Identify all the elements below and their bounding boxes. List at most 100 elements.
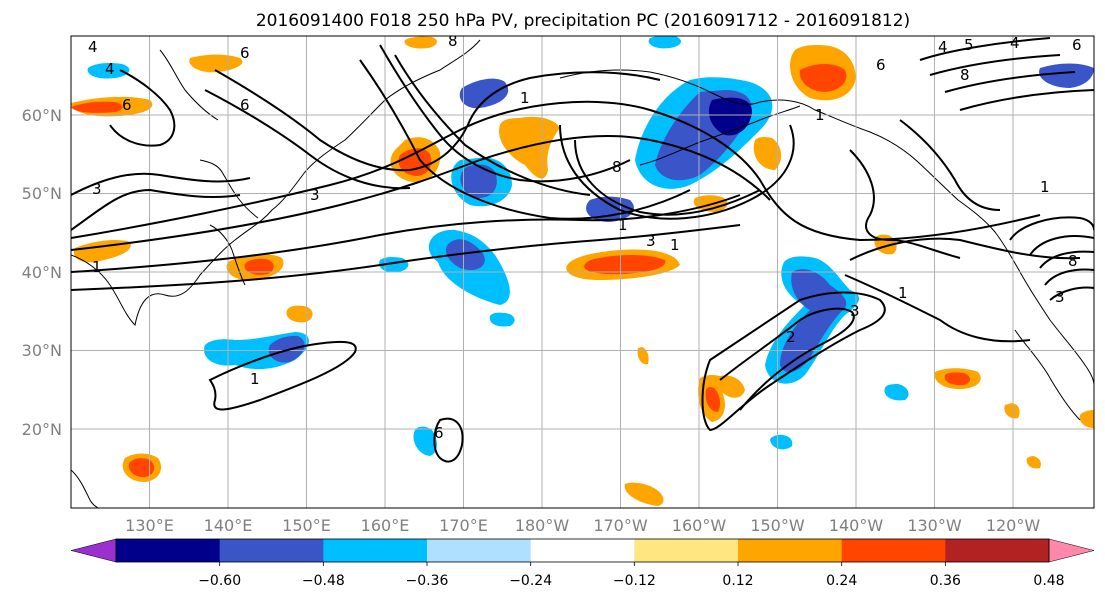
contour-label: 8 — [1068, 252, 1078, 270]
colorbar-segment — [530, 539, 635, 562]
map-frame — [70, 35, 1095, 509]
contour-label: 4 — [938, 38, 948, 56]
precip-positive-region — [71, 101, 123, 113]
colorbar-segment — [634, 539, 739, 562]
colorbar-tick-label: 0.12 — [722, 573, 753, 589]
precip-negative-region — [884, 384, 909, 401]
colorbar-segment — [945, 539, 1050, 562]
precip-negative-region — [770, 434, 793, 450]
lon-label: 140°E — [204, 516, 253, 535]
precip-positive-region — [244, 258, 274, 275]
precip-positive-region — [1004, 403, 1020, 419]
contour-label: 8 — [448, 32, 458, 50]
colorbar-segment — [116, 539, 221, 562]
precip-positive-region — [637, 347, 649, 365]
contour-label: 1 — [670, 236, 680, 254]
precip-negative-region — [87, 63, 130, 79]
precip-positive-region — [128, 458, 155, 478]
coastlines — [71, 39, 1094, 508]
colorbar-tick-label: −0.60 — [198, 573, 241, 589]
precip-negative-region — [459, 78, 509, 109]
precip-negative-region — [648, 36, 681, 49]
colorbar-tick-label: −0.12 — [613, 573, 656, 589]
precip-positive-region — [398, 148, 432, 176]
lon-label: 170°W — [593, 516, 648, 535]
precip-positive-region — [624, 482, 664, 506]
precip-negative-region — [780, 269, 847, 373]
contour-label: 8 — [960, 66, 970, 84]
lon-label: 160°E — [361, 516, 410, 535]
colorbar: −0.60 −0.48 −0.36 −0.24 −0.12 0.12 0.24 0.36 0.4… — [70, 538, 1095, 589]
contour-label: 1 — [250, 370, 260, 388]
contour-label: 1 — [618, 216, 628, 234]
colorbar-extend-high — [1048, 538, 1095, 563]
colorbar-frame — [115, 538, 1050, 563]
contour-label: 6 — [240, 44, 250, 62]
lon-label: 120°W — [986, 516, 1041, 535]
contour-label: 4 — [88, 38, 98, 56]
lon-label: 160°W — [672, 516, 727, 535]
contour-label: 4 — [1010, 34, 1020, 52]
contour-label: 1 — [520, 89, 530, 107]
map-panel: 6 6 4 4 1 3 3 8 1 6 8 1 3 1 3 1 1 6 6 4 — [22, 32, 1095, 535]
colorbar-segment — [323, 539, 428, 562]
precip-negative-region — [489, 312, 515, 327]
precip-positive-region — [499, 116, 560, 179]
colorbar-segment — [219, 539, 324, 562]
precip-positive-region — [944, 372, 970, 386]
lat-label: 60°N — [22, 106, 62, 125]
colorbar-tick-label: −0.36 — [406, 573, 449, 589]
contour-label: 1 — [1040, 178, 1050, 196]
contour-label: 1 — [898, 284, 908, 302]
contour-label: 3 — [1055, 288, 1065, 306]
precip-positive-region — [404, 36, 437, 49]
colorbar-tick-label: −0.24 — [509, 573, 552, 589]
precip-positive-region — [1079, 410, 1094, 428]
contour-label: 6 — [122, 96, 132, 114]
precip-positive-region — [799, 64, 847, 92]
colorbar-tick-label: 0.36 — [930, 573, 961, 589]
lon-label: 130°E — [125, 516, 174, 535]
precip-negative-region — [586, 196, 634, 222]
lat-label: 20°N — [22, 420, 62, 439]
precip-negative-region — [460, 164, 497, 198]
precip-negative-region — [708, 97, 752, 136]
precip-positive-region — [698, 374, 745, 422]
lat-label: 30°N — [22, 341, 62, 360]
precip-positive-region — [705, 386, 721, 412]
lon-label: 130°W — [907, 516, 962, 535]
pv-contours — [71, 37, 1094, 463]
lat-labels: 60°N 50°N 40°N 30°N 20°N — [22, 106, 62, 439]
lat-label: 40°N — [22, 263, 62, 282]
precip-negative-region — [1039, 63, 1094, 88]
colorbar-tick-label: −0.48 — [302, 573, 345, 589]
lon-label: 150°E — [282, 516, 331, 535]
contour-label: 4 — [105, 60, 115, 78]
colorbar-segment — [841, 539, 946, 562]
colorbar-segment — [738, 539, 843, 562]
lon-label: 180°W — [515, 516, 570, 535]
colorbar-extend-low — [70, 538, 117, 563]
pv-contour-labels: 6 6 4 4 1 3 3 8 1 6 8 1 3 1 3 1 1 6 6 4 — [88, 32, 1082, 442]
precip-positive-region — [1026, 456, 1041, 469]
contour-label: 1 — [815, 106, 825, 124]
contour-label: 3 — [92, 180, 102, 198]
lon-labels: 130°E 140°E 150°E 160°E 170°E 180°W 170°… — [125, 516, 1040, 535]
contour-label: 6 — [876, 56, 886, 74]
precip-negative-region — [445, 239, 485, 270]
contour-label: 6 — [434, 424, 444, 442]
precip-negative-region — [379, 256, 409, 273]
contour-label: 3 — [310, 186, 320, 204]
contour-label: 2 — [786, 328, 796, 346]
map-title: 2016091400 F018 250 hPa PV, precipitatio… — [256, 11, 910, 31]
precip-positive-region — [189, 54, 243, 73]
contour-label: 6 — [1072, 36, 1082, 54]
colorbar-segment — [427, 539, 532, 562]
contour-label: 5 — [964, 36, 974, 54]
lon-label: 170°E — [439, 516, 488, 535]
precip-negative-region — [413, 426, 437, 456]
precip-positive-region — [584, 255, 666, 275]
contour-label: 8 — [612, 158, 622, 176]
contour-label: 1 — [92, 258, 102, 276]
